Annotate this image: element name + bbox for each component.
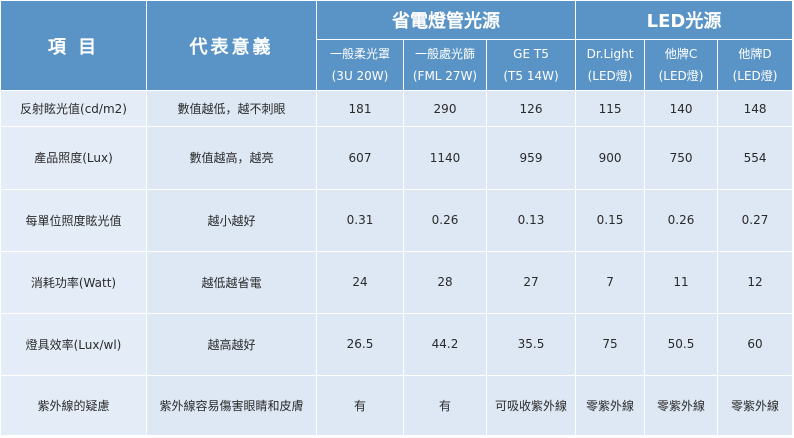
table-cell: 26.5: [316, 312, 404, 376]
header-product-6: 他牌D (LED燈): [717, 39, 794, 91]
row-meaning: 數值越低，越不刺眼: [146, 89, 317, 128]
table-row: 反射眩光值(cd/m2) 數值越低，越不刺眼 181 290 126 115 1…: [0, 89, 794, 128]
table-cell: 有: [403, 374, 487, 437]
header-item: 項 目: [0, 0, 147, 91]
table-cell: 0.26: [403, 188, 487, 252]
row-label: 燈具效率(Lux/wl): [0, 312, 147, 376]
table-cell: 60: [717, 312, 794, 376]
header-row-products: 一般柔光罩 (3U 20W) 一般處光篩 (FML 27W) GE T5 (T5 14…: [1, 39, 794, 91]
table-cell: 900: [575, 126, 646, 190]
row-meaning: 數值越高，越亮: [146, 126, 317, 190]
row-label: 反射眩光值(cd/m2): [0, 89, 147, 128]
table-row: 產品照度(Lux) 數值越高，越亮 607 1140 959 900 750 5…: [0, 126, 794, 190]
table-cell: 44.2: [403, 312, 487, 376]
row-label: 每單位照度眩光值: [0, 188, 147, 252]
row-meaning: 越高越好: [146, 312, 317, 376]
header-product-2: 一般處光篩 (FML 27W): [403, 39, 487, 91]
row-meaning: 紫外線容易傷害眼睛和皮膚: [146, 374, 317, 437]
table-cell: 126: [485, 89, 577, 128]
table-row: 燈具效率(Lux/wl) 越高越好 26.5 44.2 35.5 75 50.5…: [0, 312, 794, 376]
table-cell: 959: [485, 126, 577, 190]
row-label: 紫外線的疑慮: [0, 374, 147, 437]
table-cell: 28: [403, 250, 487, 314]
table-cell: 7: [575, 250, 646, 314]
table-cell: 24: [316, 250, 404, 314]
table-cell: 607: [316, 126, 404, 190]
table-cell: 290: [403, 89, 487, 128]
table-cell: 50.5: [644, 312, 719, 376]
row-label: 產品照度(Lux): [0, 126, 147, 190]
header-group-fluorescent: 省電燈管光源: [315, 0, 577, 40]
row-meaning: 越小越好: [146, 188, 317, 252]
header-meaning: 代表意義: [146, 0, 317, 91]
table-cell: 115: [575, 89, 646, 128]
table-cell: 1140: [403, 126, 487, 190]
table-cell: 0.15: [575, 188, 646, 252]
table-cell: 11: [644, 250, 719, 314]
table-cell: 0.26: [644, 188, 719, 252]
table-cell: 0.13: [485, 188, 577, 252]
table-cell: 27: [485, 250, 577, 314]
table-cell: 35.5: [485, 312, 577, 376]
row-label: 消耗功率(Watt): [0, 250, 147, 314]
table-row: 每單位照度眩光值 越小越好 0.31 0.26 0.13 0.15 0.26 0…: [0, 188, 794, 252]
table-cell: 零紫外線: [575, 374, 646, 437]
header-product-5: 他牌C (LED燈): [644, 39, 719, 91]
table-cell: 0.31: [316, 188, 404, 252]
table-cell: 零紫外線: [644, 374, 719, 437]
table-cell: 0.27: [717, 188, 794, 252]
header-product-1: 一般柔光罩 (3U 20W): [316, 39, 404, 91]
table-cell: 75: [575, 312, 646, 376]
header-group-led: LED光源: [575, 0, 794, 40]
table-cell: 140: [644, 89, 719, 128]
table-cell: 181: [316, 89, 404, 128]
table-cell: 148: [717, 89, 794, 128]
table-cell: 750: [644, 126, 719, 190]
table-row: 消耗功率(Watt) 越低越省電 24 28 27 7 11 12: [0, 250, 794, 314]
header-product-4: Dr.Light (LED燈): [575, 39, 646, 91]
table-row: 紫外線的疑慮 紫外線容易傷害眼睛和皮膚 有 有 可吸收紫外線 零紫外線 零紫外線…: [0, 374, 794, 437]
table-cell: 554: [717, 126, 794, 190]
table-cell: 12: [717, 250, 794, 314]
table-cell: 零紫外線: [717, 374, 794, 437]
row-meaning: 越低越省電: [146, 250, 317, 314]
table-cell: 有: [316, 374, 404, 437]
header-row-groups: 項 目 代表意義 省電燈管光源 LED光源: [0, 0, 794, 91]
header-product-3: GE T5 (T5 14W): [485, 39, 577, 91]
table-cell: 可吸收紫外線: [485, 374, 577, 437]
